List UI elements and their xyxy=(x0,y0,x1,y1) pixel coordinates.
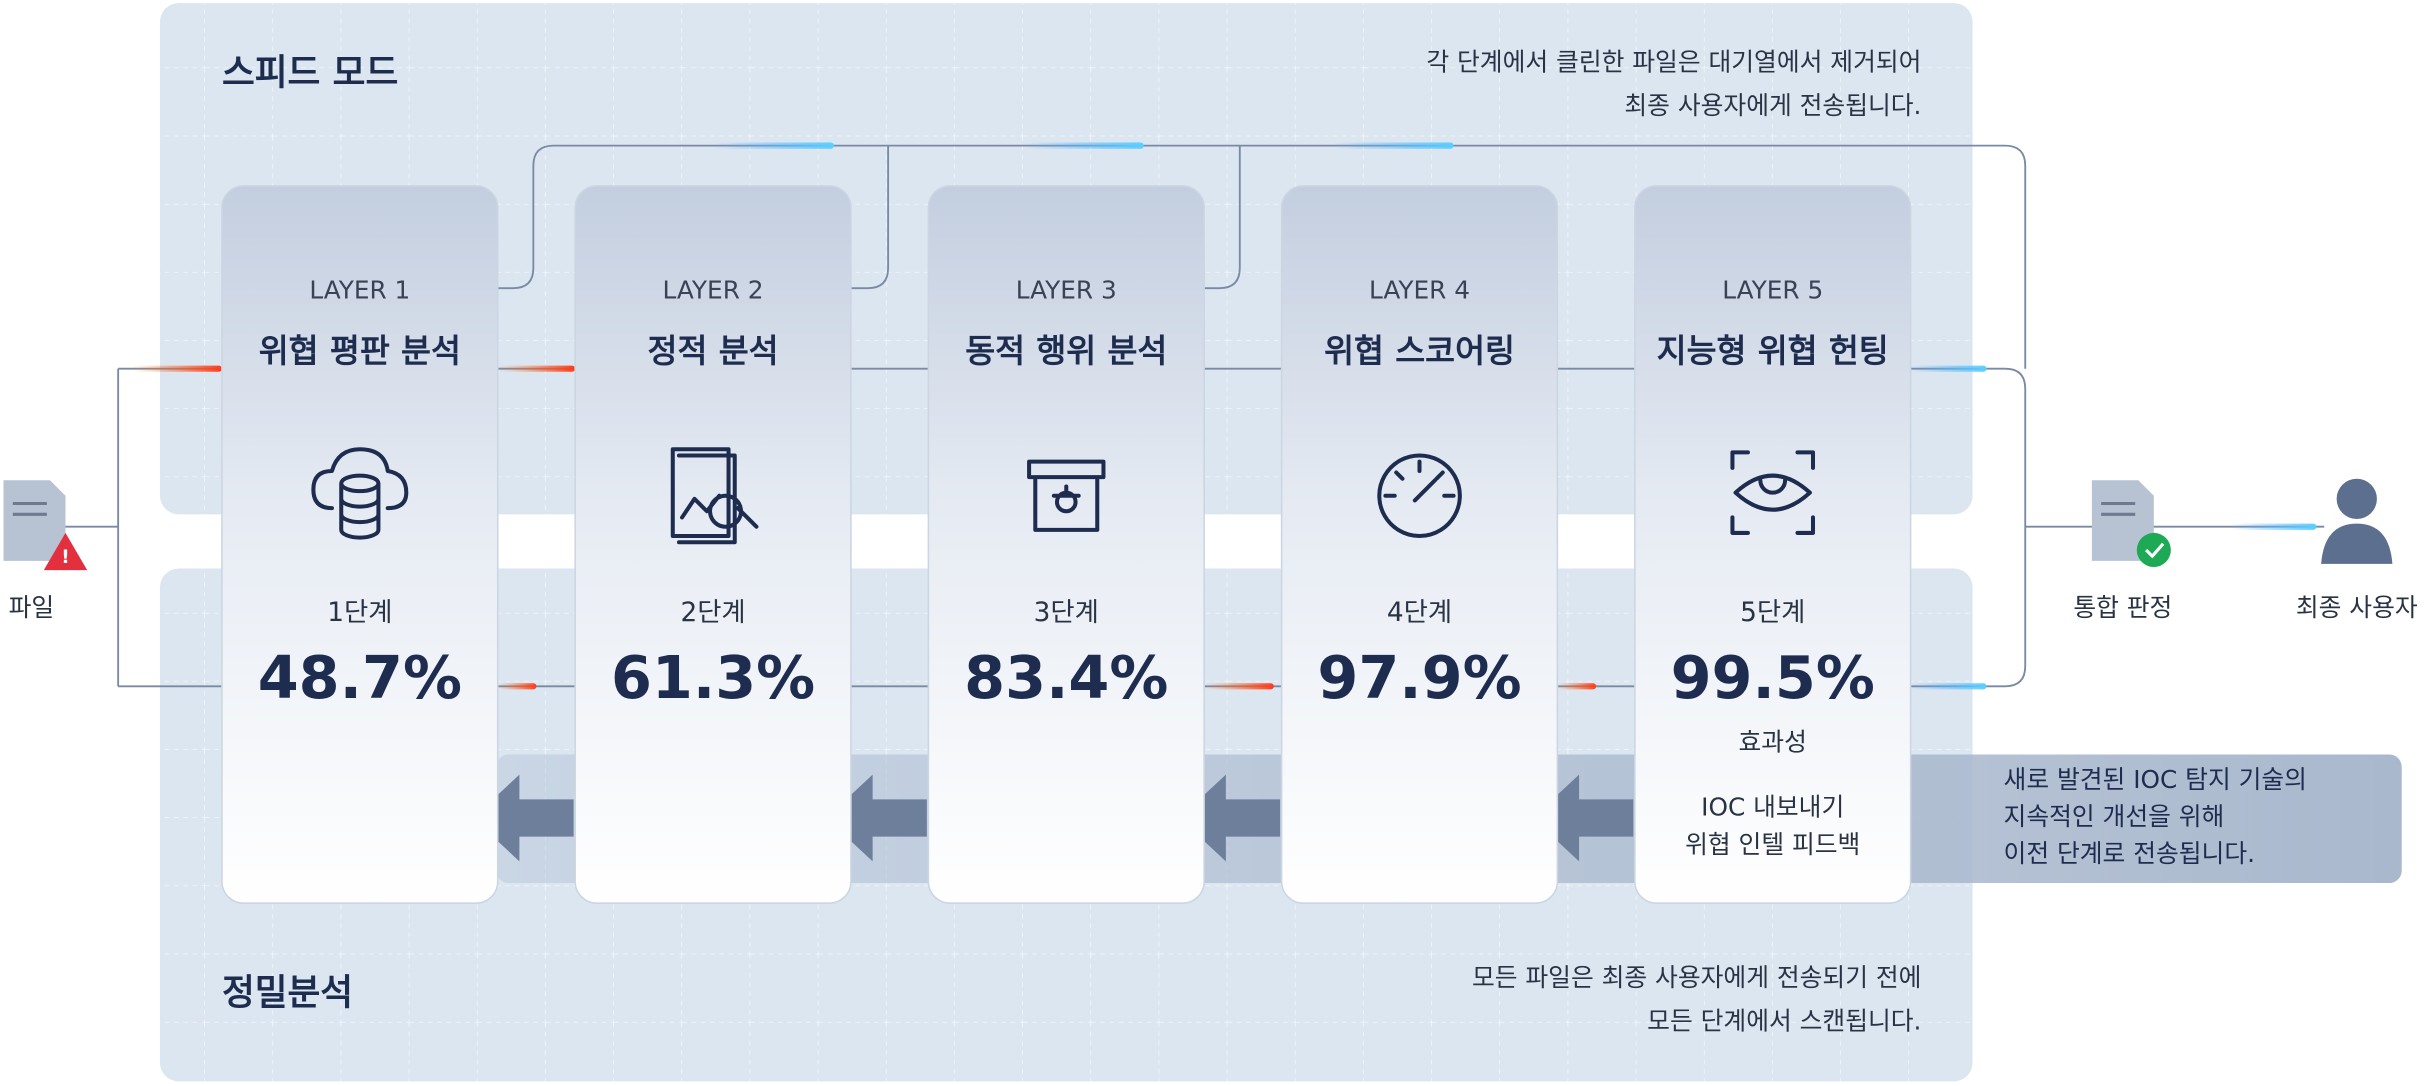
layer-name: 동적 행위 분석 xyxy=(965,332,1167,370)
detection-rate: 61.3% xyxy=(611,643,815,712)
user-icon xyxy=(2321,478,2393,564)
layer-label: LAYER 4 xyxy=(1369,275,1470,304)
layer-name: 위협 평판 분석 xyxy=(259,332,461,370)
layer-icon xyxy=(311,447,409,540)
layer-icon xyxy=(1027,459,1106,532)
verdict-icon xyxy=(2091,480,2171,568)
effectiveness-label: 효과성 xyxy=(1739,728,1807,757)
card-body xyxy=(1280,185,1559,904)
layer-card: LAYER 4 위협 스코어링 4단계 97.9% xyxy=(1280,185,1559,904)
stage-label: 4단계 xyxy=(1387,598,1452,628)
speed-title: 스피드 모드 xyxy=(222,52,398,93)
detection-rate: 99.5% xyxy=(1671,643,1875,712)
card-body xyxy=(574,185,852,904)
stage-label: 3단계 xyxy=(1034,598,1099,628)
wires xyxy=(62,142,2325,690)
stage-label: 5단계 xyxy=(1740,598,1805,628)
deep-title: 정밀분석 xyxy=(222,973,353,1014)
deep-note: 모든 파일은 최종 사용자에게 전송되기 전에 xyxy=(1472,963,1921,992)
stage-label: 1단계 xyxy=(327,598,392,628)
layer-name: 지능형 위협 헌팅 xyxy=(1657,332,1889,370)
feedback-note: 이전 단계로 전송됩니다. xyxy=(2004,839,2255,868)
card-body xyxy=(221,185,499,904)
layer-label: LAYER 1 xyxy=(309,275,410,304)
feedback-label: IOC 내보내기 xyxy=(1701,793,1844,822)
verdict-label: 통합 판정 xyxy=(2073,593,2172,622)
layer-name: 위협 스코어링 xyxy=(1324,332,1515,370)
layer-card: LAYER 2 정적 분석 2단계 61.3% xyxy=(574,185,852,904)
layer-card: LAYER 3 동적 행위 분석 3단계 83.4% xyxy=(927,185,1205,904)
detection-rate: 48.7% xyxy=(258,643,462,712)
feedback-note: 지속적인 개선을 위해 xyxy=(2004,802,2225,831)
detection-rate: 97.9% xyxy=(1317,643,1521,712)
end-user-label: 최종 사용자 xyxy=(2296,593,2418,622)
feedback-note: 새로 발견된 IOC 탐지 기술의 xyxy=(2004,765,2307,794)
layer-name: 정적 분석 xyxy=(648,332,779,370)
file-label: 파일 xyxy=(9,593,55,622)
file-icon: ! xyxy=(3,480,88,571)
layer-icon xyxy=(1377,453,1462,539)
layer-label: LAYER 2 xyxy=(663,275,764,304)
layer-label: LAYER 3 xyxy=(1016,275,1117,304)
layer-icon xyxy=(1730,450,1816,535)
stage-label: 2단계 xyxy=(680,598,745,628)
deep-note: 모든 단계에서 스캔됩니다. xyxy=(1647,1006,1921,1035)
speed-note: 각 단계에서 클린한 파일은 대기열에서 제거되어 xyxy=(1426,48,1921,77)
layer-label: LAYER 5 xyxy=(1722,275,1823,304)
layer-card: LAYER 1 위협 평판 분석 1단계 48.7% xyxy=(221,185,499,904)
card-body xyxy=(927,185,1205,904)
layer-icon xyxy=(670,447,759,545)
speed-note: 최종 사용자에게 전송됩니다. xyxy=(1624,91,1921,120)
svg-text:!: ! xyxy=(61,547,69,568)
detection-rate: 83.4% xyxy=(964,643,1168,712)
feedback-label: 위협 인텔 피드백 xyxy=(1685,830,1860,859)
card-body xyxy=(1634,185,1912,904)
layers: LAYER 1 위협 평판 분석 1단계 48.7% LAYER 2 정적 분석 2단계 61… xyxy=(221,185,1912,904)
